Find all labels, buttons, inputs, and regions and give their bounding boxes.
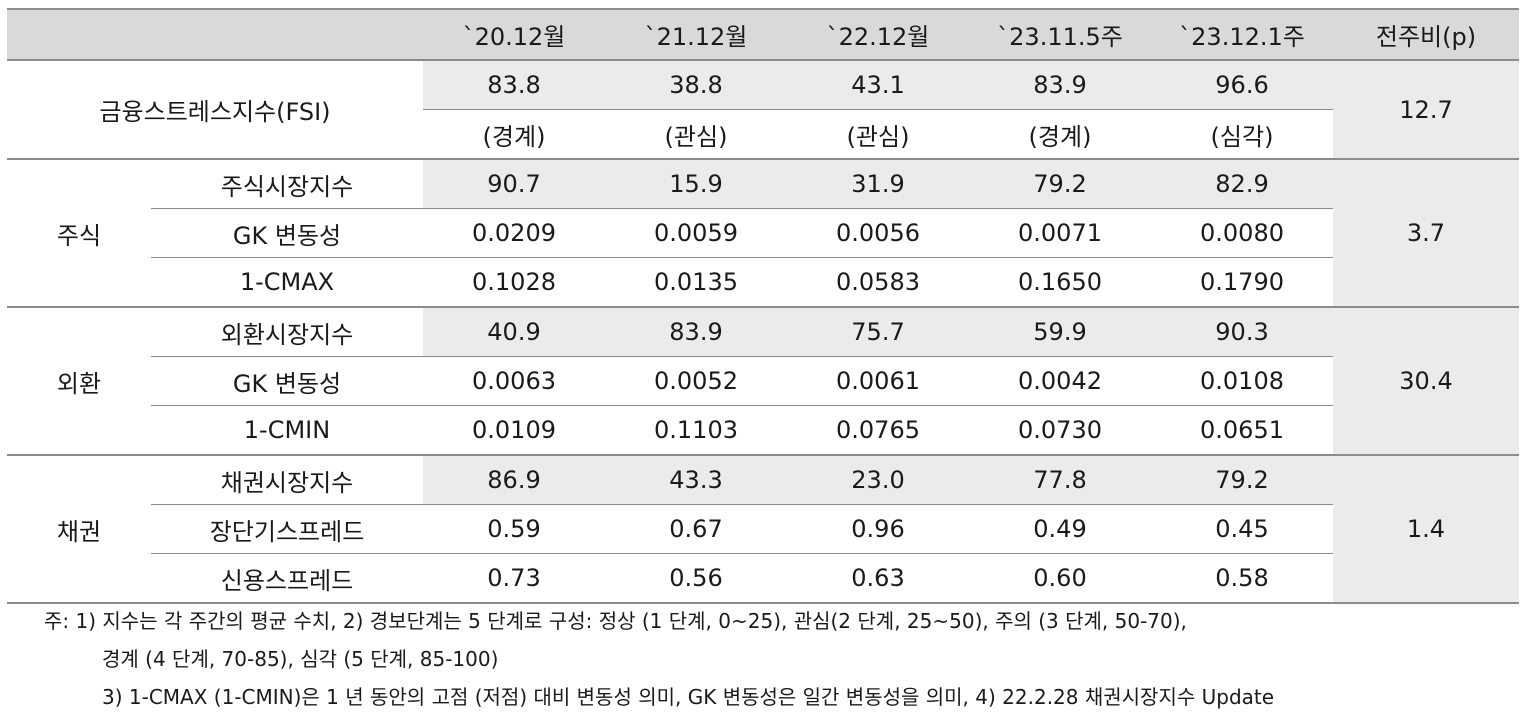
- row-label: 주식시장지수: [151, 158, 423, 209]
- cell-value: 15.9: [605, 158, 787, 209]
- fsi-change: 12.7: [1333, 60, 1519, 159]
- header-nov-w5-2023: `23.11.5주: [969, 8, 1151, 61]
- bond-term-spread-row: 장단기스프레드 0.59 0.67 0.96 0.49 0.45: [7, 504, 1519, 554]
- cell-value: 0.0042: [969, 356, 1151, 406]
- cell-value: 0.0651: [1151, 405, 1333, 455]
- cell-value: 0.63: [787, 553, 969, 604]
- cell-value: 0.0765: [787, 405, 969, 455]
- cell-value: 83.9: [605, 306, 787, 357]
- group-bond-change: 1.4: [1333, 454, 1519, 604]
- cell-value: 90.3: [1151, 306, 1333, 357]
- cell-value: 0.1790: [1151, 257, 1333, 307]
- bond-index-row: 채권 채권시장지수 86.9 43.3 23.0 77.8 79.2 1.4: [7, 454, 1519, 604]
- header-row: `20.12월 `21.12월 `22.12월 `23.11.5주 `23.12…: [7, 8, 1519, 61]
- footnote-line: 3) 1-CMAX (1-CMIN)은 1 년 동안의 고점 (저점) 대비 변…: [102, 685, 1275, 709]
- cell-value: 0.59: [423, 504, 605, 554]
- fsi-label: 금융스트레스지수(FSI): [99, 98, 331, 126]
- cell-value: 23.0: [787, 454, 969, 505]
- cell-value: 0.73: [423, 553, 605, 604]
- row-label: GK 변동성: [151, 208, 423, 258]
- footnotes: 주: 1) 지수는 각 주간의 평균 수치, 2) 경보단계는 5 단계로 구성…: [44, 602, 1514, 716]
- cell-value: 0.1103: [605, 405, 787, 455]
- row-label: GK 변동성: [151, 356, 423, 406]
- cell-value: 0.0080: [1151, 208, 1333, 258]
- row-label: 1-CMIN: [151, 405, 423, 455]
- stock-gk-row: GK 변동성 0.0209 0.0059 0.0056 0.0071 0.008…: [7, 208, 1519, 258]
- row-label: 1-CMAX: [151, 257, 423, 307]
- cell-value: 0.0056: [787, 208, 969, 258]
- fsi-level: (경계): [423, 109, 605, 159]
- fx-index-row: 외환 외환시장지수 40.9 83.9 75.7 59.9 90.3 30.4: [7, 306, 1519, 455]
- header-dec-2022: `22.12월: [787, 8, 969, 61]
- fsi-value: 83.8: [423, 60, 605, 110]
- stock-index-row: 주식 주식시장지수 90.7 15.9 31.9 79.2 82.9 3.7: [7, 158, 1519, 307]
- cell-value: 82.9: [1151, 158, 1333, 209]
- fsi-level-row: (경계) (관심) (관심) (경계) (심각): [7, 109, 1519, 159]
- fsi-level: (경계): [969, 109, 1151, 159]
- fsi-level: (관심): [605, 109, 787, 159]
- cell-value: 0.0061: [787, 356, 969, 406]
- cell-value: 0.1028: [423, 257, 605, 307]
- group-fx-change: 30.4: [1333, 306, 1519, 455]
- fsi-value: 96.6: [1151, 60, 1333, 110]
- row-label: 외환시장지수: [151, 306, 423, 357]
- cell-value: 0.96: [787, 504, 969, 554]
- cell-value: 0.0135: [605, 257, 787, 307]
- cell-value: 0.0109: [423, 405, 605, 455]
- footnote-line: 경계 (4 단계, 70-85), 심각 (5 단계, 85-100): [102, 647, 499, 671]
- cell-value: 59.9: [969, 306, 1151, 357]
- header-weekly-change: 전주비(p): [1333, 8, 1519, 61]
- cell-value: 79.2: [969, 158, 1151, 209]
- cell-value: 0.45: [1151, 504, 1333, 554]
- cell-value: 79.2: [1151, 454, 1333, 505]
- fsi-value-row: 금융스트레스지수(FSI) 83.8 38.8 43.1 83.9 96.6 1…: [7, 60, 1519, 159]
- fx-cmin-row: 1-CMIN 0.0109 0.1103 0.0765 0.0730 0.065…: [7, 405, 1519, 455]
- cell-value: 31.9: [787, 158, 969, 209]
- cell-value: 0.49: [969, 504, 1151, 554]
- cell-value: 0.0071: [969, 208, 1151, 258]
- fsi-value: 43.1: [787, 60, 969, 110]
- bond-credit-spread-row: 신용스프레드 0.73 0.56 0.63 0.60 0.58: [7, 553, 1519, 604]
- fsi-table: `20.12월 `21.12월 `22.12월 `23.11.5주 `23.12…: [7, 8, 1519, 604]
- cell-value: 0.1650: [969, 257, 1151, 307]
- cell-value: 0.0059: [605, 208, 787, 258]
- cell-value: 0.0108: [1151, 356, 1333, 406]
- cell-value: 0.0052: [605, 356, 787, 406]
- group-fx-label: 외환: [7, 306, 151, 455]
- row-label: 채권시장지수: [151, 454, 423, 505]
- fsi-level: (심각): [1151, 109, 1333, 159]
- cell-value: 0.0209: [423, 208, 605, 258]
- cell-value: 0.0583: [787, 257, 969, 307]
- fx-gk-row: GK 변동성 0.0063 0.0052 0.0061 0.0042 0.010…: [7, 356, 1519, 406]
- cell-value: 86.9: [423, 454, 605, 505]
- header-dec-w1-2023: `23.12.1주: [1151, 8, 1333, 61]
- group-stock-label: 주식: [7, 158, 151, 307]
- header-dec-2020: `20.12월: [423, 8, 605, 61]
- cell-value: 0.60: [969, 553, 1151, 604]
- fsi-value: 38.8: [605, 60, 787, 110]
- footnote-line: 주: 1) 지수는 각 주간의 평균 수치, 2) 경보단계는 5 단계로 구성…: [44, 609, 1187, 633]
- cell-value: 0.0730: [969, 405, 1151, 455]
- group-stock-change: 3.7: [1333, 158, 1519, 307]
- cell-value: 77.8: [969, 454, 1151, 505]
- stock-cmax-row: 1-CMAX 0.1028 0.0135 0.0583 0.1650 0.179…: [7, 257, 1519, 307]
- cell-value: 0.67: [605, 504, 787, 554]
- header-dec-2021: `21.12월: [605, 8, 787, 61]
- cell-value: 43.3: [605, 454, 787, 505]
- cell-value: 0.0063: [423, 356, 605, 406]
- row-label: 장단기스프레드: [151, 504, 423, 554]
- row-label: 신용스프레드: [151, 553, 423, 604]
- header-empty: [7, 8, 423, 61]
- cell-value: 0.56: [605, 553, 787, 604]
- cell-value: 75.7: [787, 306, 969, 357]
- group-bond-label: 채권: [7, 454, 151, 604]
- cell-value: 0.58: [1151, 553, 1333, 604]
- cell-value: 90.7: [423, 158, 605, 209]
- cell-value: 40.9: [423, 306, 605, 357]
- fsi-value: 83.9: [969, 60, 1151, 110]
- fsi-level: (관심): [787, 109, 969, 159]
